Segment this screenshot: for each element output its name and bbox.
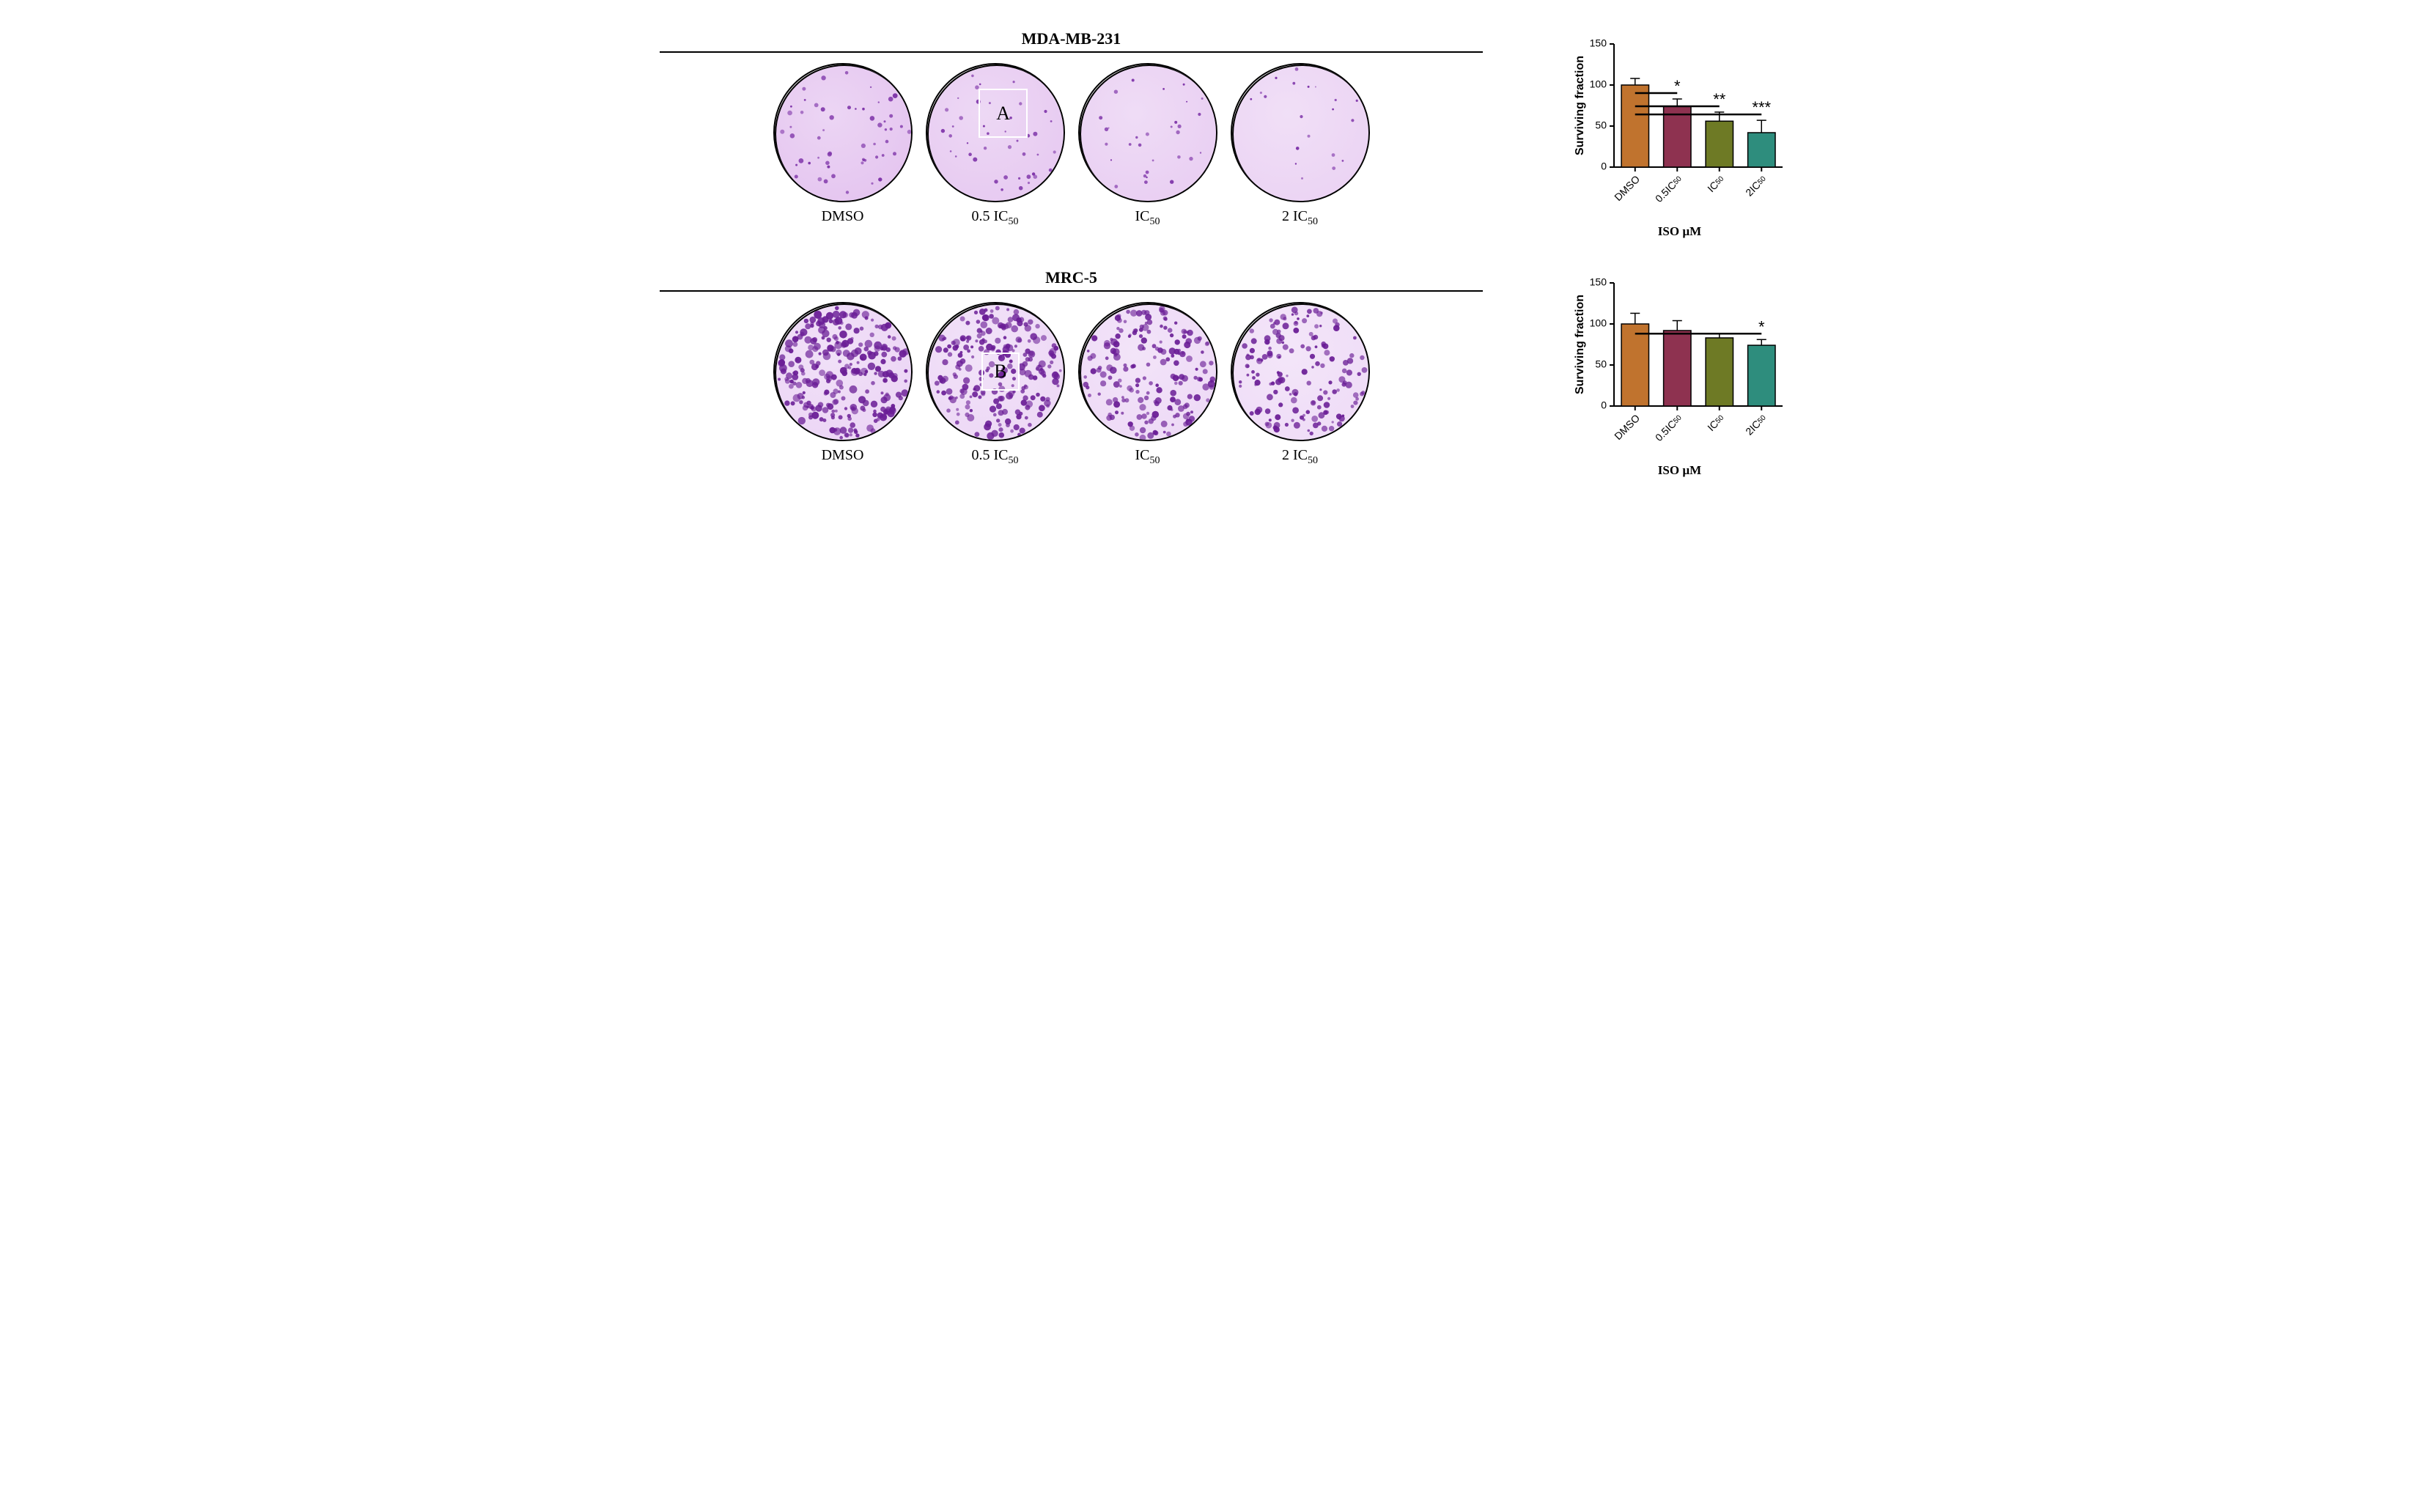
well: A [926, 63, 1065, 202]
well-image [927, 303, 1065, 441]
panel-title: MRC-5 [1045, 268, 1097, 287]
significance-star: ** [1713, 90, 1726, 108]
well-image [1080, 303, 1217, 441]
bar [1663, 331, 1690, 406]
well-image [1232, 64, 1370, 202]
xaxis-title: ISO µM [1658, 463, 1701, 478]
xaxis-title: ISO µM [1658, 224, 1701, 239]
well-label: 0.5 IC50 [972, 447, 1019, 467]
bar [1621, 324, 1648, 406]
bar [1706, 338, 1733, 406]
figure: MDA-MB-231 DMSO A0.5 IC5 [624, 29, 1797, 478]
well-column: A 0.5 IC50 [926, 63, 1065, 228]
wells-row: DMSO B 0.5 IC50 IC50 [773, 302, 1370, 467]
well-image [1232, 303, 1370, 441]
chart-wrap-panelA: 050100150Surviving fractionDMSO0.5IC50IC… [1563, 29, 1797, 239]
well-label: IC50 [1135, 208, 1160, 228]
well-label: 2 IC50 [1282, 208, 1318, 228]
panel-wells-panelA: MDA-MB-231 DMSO A0.5 IC5 [624, 29, 1519, 228]
well: B [926, 302, 1065, 441]
yaxis-title: Surviving fraction [1574, 295, 1586, 394]
well-column: 2 IC50 [1231, 63, 1370, 228]
well-image [775, 303, 913, 441]
panel-rule [660, 51, 1482, 53]
bar [1747, 133, 1775, 167]
panel-wells-panelB: MRC-5 DMSO B 0.5 IC50 [624, 268, 1519, 467]
bar [1663, 106, 1690, 167]
well [773, 302, 913, 441]
well [1078, 63, 1217, 202]
ytick-label: 0 [1601, 399, 1607, 411]
ytick-label: 100 [1589, 78, 1607, 90]
chart-wrap-panelB: 050100150Surviving fractionDMSO0.5IC50IC… [1563, 268, 1797, 478]
well-label: DMSO [822, 447, 864, 464]
wells-row: DMSO A 0.5 IC50 IC50 [773, 63, 1370, 228]
well-column: IC50 [1078, 302, 1217, 467]
well-column: DMSO [773, 302, 913, 467]
well-column: B 0.5 IC50 [926, 302, 1065, 467]
ytick-label: 50 [1595, 358, 1607, 370]
bar [1747, 345, 1775, 406]
well-label: DMSO [822, 208, 864, 225]
ytick-label: 100 [1589, 317, 1607, 329]
ytick-label: 50 [1595, 119, 1607, 131]
well [1078, 302, 1217, 441]
well-column: IC50 [1078, 63, 1217, 228]
bar-chart: 050100150Surviving fractionDMSO0.5IC50IC… [1570, 29, 1790, 220]
ytick-label: 150 [1589, 37, 1607, 49]
panel-title: MDA-MB-231 [1022, 29, 1121, 48]
well [1231, 302, 1370, 441]
significance-star: * [1758, 317, 1764, 336]
bar [1621, 85, 1648, 167]
yaxis-title: Surviving fraction [1574, 56, 1586, 155]
well-label: IC50 [1135, 447, 1160, 467]
well [773, 63, 913, 202]
well-image [775, 64, 913, 202]
well-column: 2 IC50 [1231, 302, 1370, 467]
ytick-label: 0 [1601, 161, 1607, 172]
significance-star: * [1673, 77, 1680, 95]
well [1231, 63, 1370, 202]
well-image [1080, 64, 1217, 202]
well-label: 2 IC50 [1282, 447, 1318, 467]
bar-chart: 050100150Surviving fractionDMSO0.5IC50IC… [1570, 268, 1790, 459]
significance-star: *** [1752, 98, 1771, 117]
ytick-label: 150 [1589, 276, 1607, 288]
well-image [927, 64, 1065, 202]
well-label: 0.5 IC50 [972, 208, 1019, 228]
bar [1706, 121, 1733, 167]
panel-rule [660, 290, 1482, 292]
well-column: DMSO [773, 63, 913, 228]
